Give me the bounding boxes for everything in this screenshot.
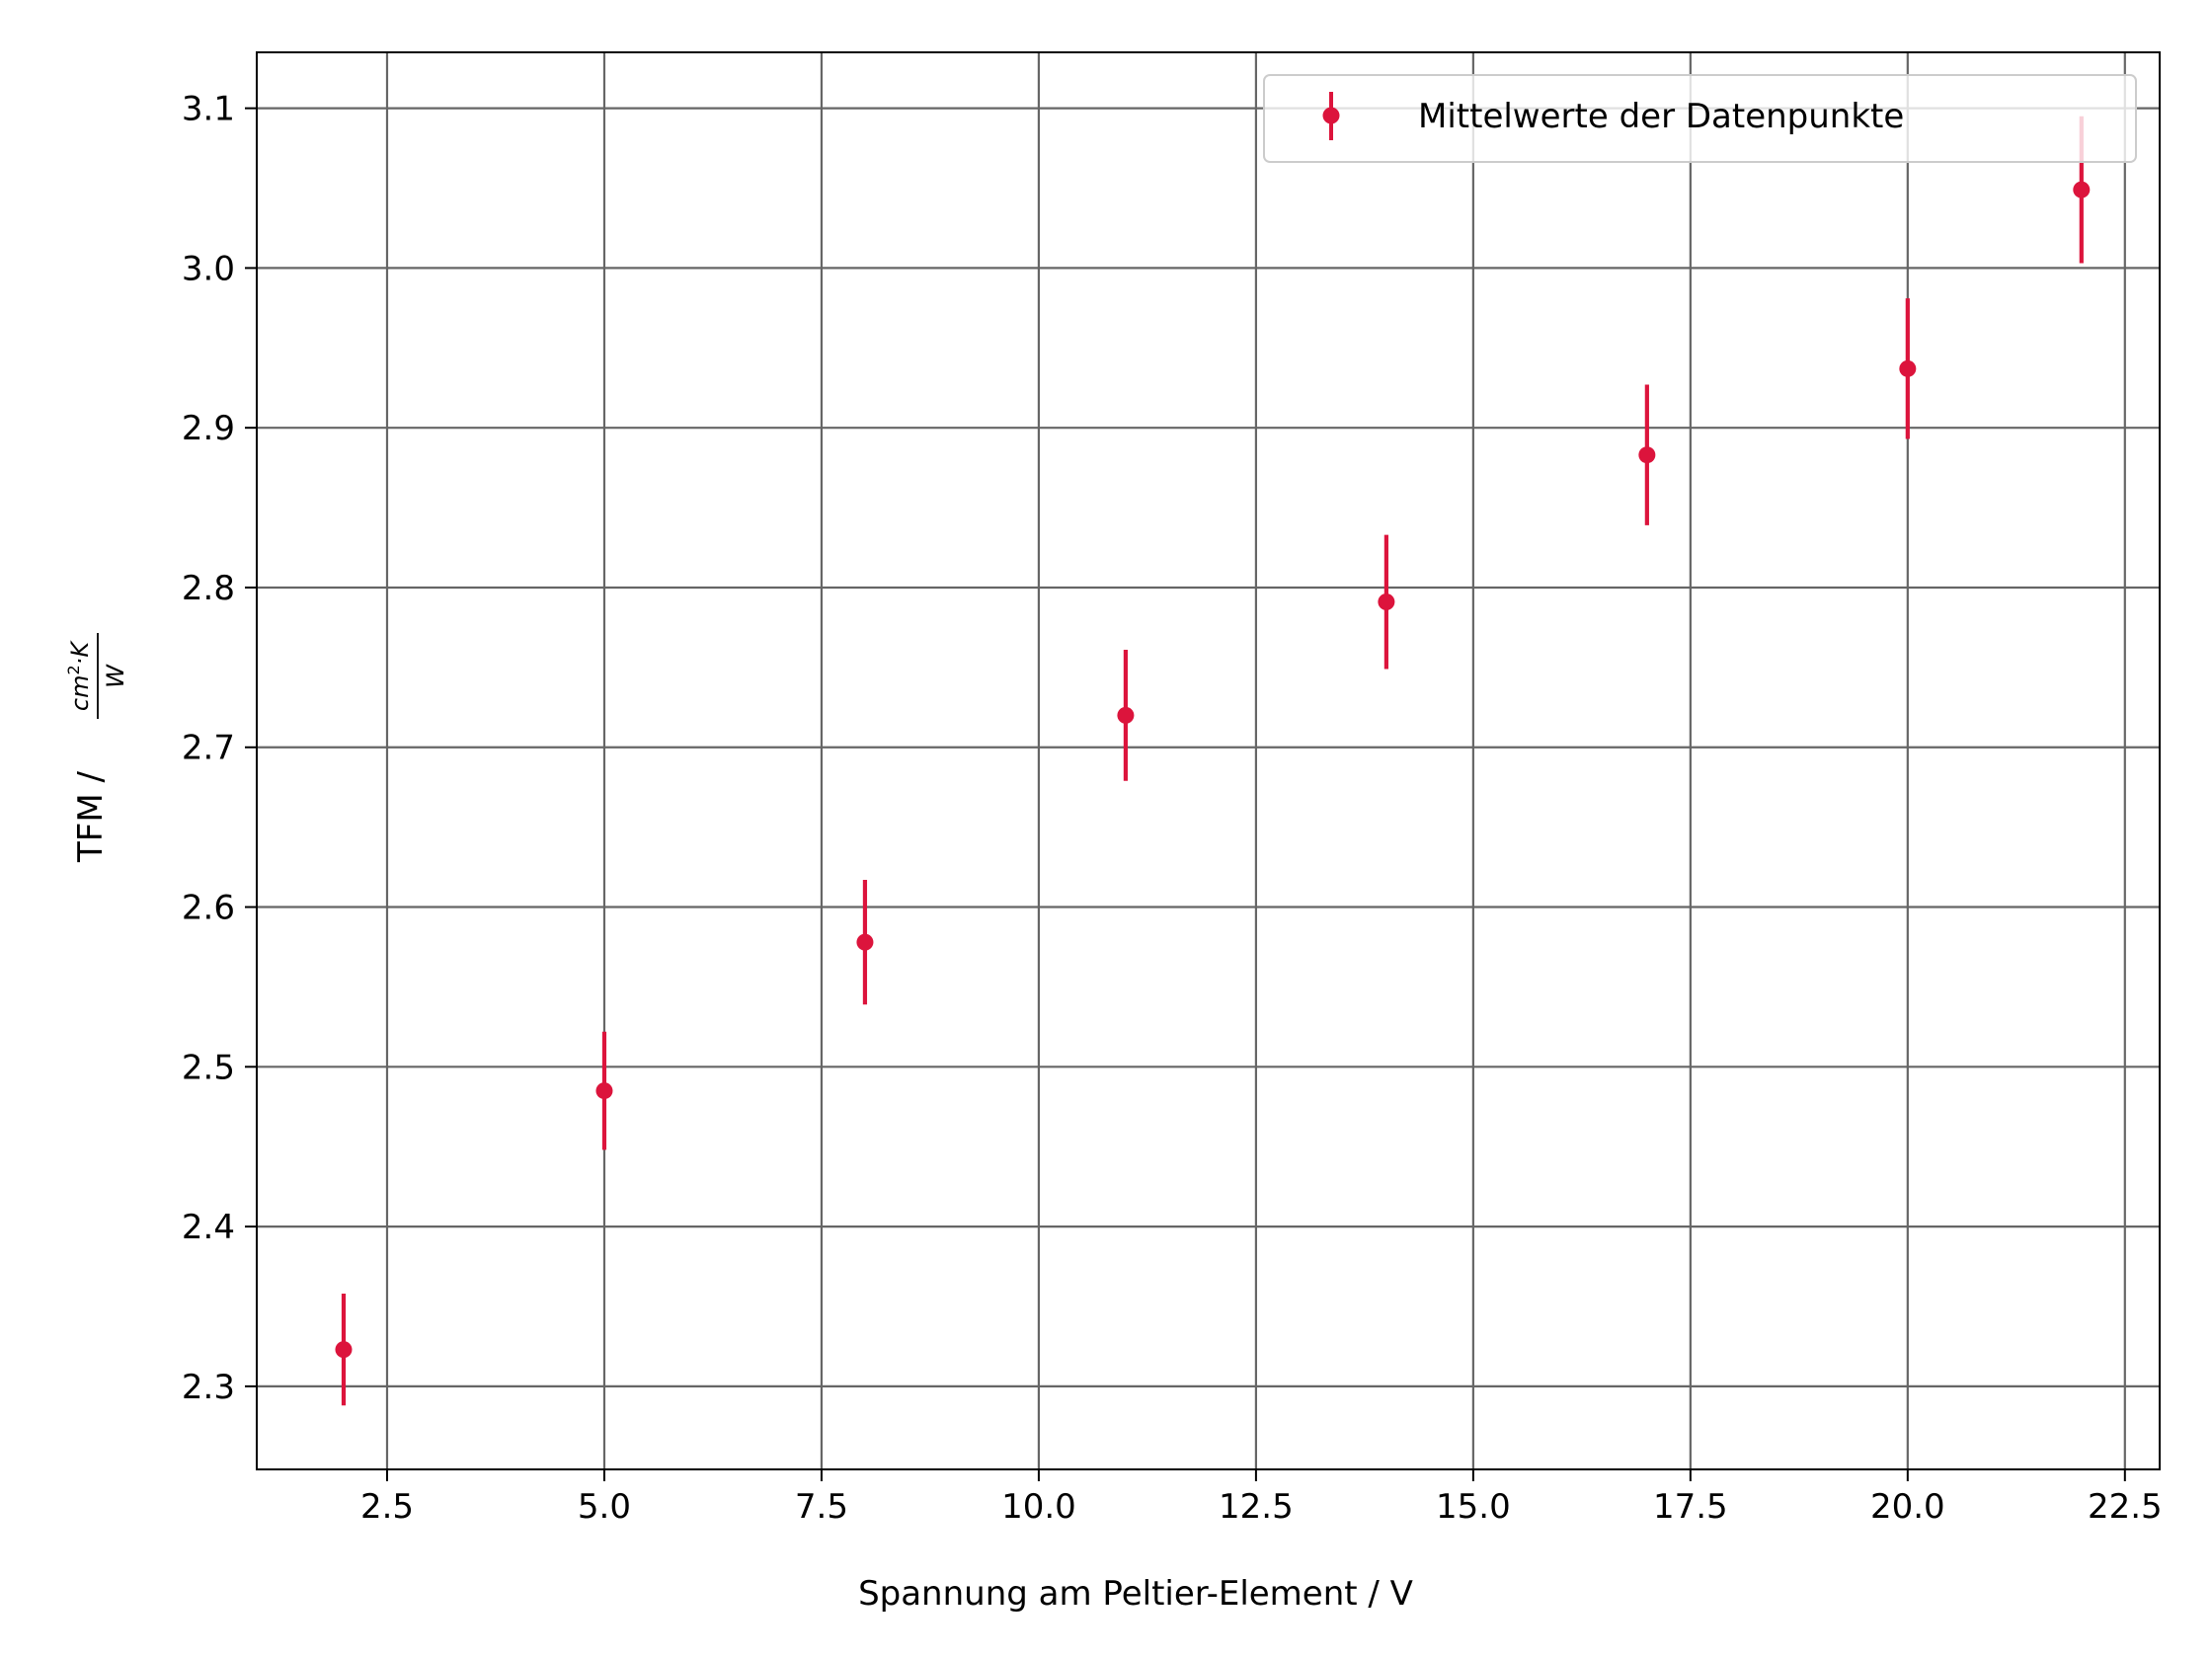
legend-box (1263, 74, 2137, 163)
x-axis-label: Spannung am Peltier-Element / V (858, 1574, 1413, 1614)
grid (257, 52, 2160, 1469)
x-tick-label: 15.0 (1436, 1487, 1511, 1527)
y-tick-label: 2.4 (182, 1208, 235, 1247)
y-tick-label: 3.1 (182, 90, 235, 129)
legend: Mittelwerte der Datenpunkte (1263, 74, 2137, 163)
y-axis-label-denominator: W (102, 664, 129, 688)
legend-label: Mittelwerte der Datenpunkte (1418, 97, 1904, 136)
x-tick-label: 2.5 (360, 1487, 414, 1527)
data-point (335, 1341, 353, 1359)
y-axis-label-prefix: TFM / (71, 771, 111, 863)
x-tick-label: 7.5 (795, 1487, 848, 1527)
y-tick-label: 2.8 (182, 569, 235, 608)
y-axis-label-numerator-base: cm (66, 674, 94, 711)
x-tick-label: 17.5 (1653, 1487, 1728, 1527)
data-point (1378, 593, 1395, 611)
data-point (856, 933, 874, 951)
y-tick-label: 2.9 (182, 409, 235, 448)
y-axis-label-numerator: cm2·K (64, 640, 94, 711)
y-ticks: 2.3 2.4 2.5 2.6 2.7 2.8 2.9 3.0 3.1 (182, 90, 257, 1407)
y-axis-label-numerator-exp: 2 (64, 665, 83, 674)
y-axis-label-numerator-rest: ·K (66, 640, 94, 666)
data-point (1899, 359, 1917, 377)
x-tick-label: 12.5 (1219, 1487, 1294, 1527)
legend-marker-point (1322, 107, 1340, 124)
data-points (335, 181, 2091, 1359)
y-tick-label: 3.0 (182, 249, 235, 288)
x-ticks: 2.5 5.0 7.5 10.0 12.5 15.0 17.5 20.0 22.5 (360, 1469, 2163, 1527)
x-tick-label: 20.0 (1870, 1487, 1945, 1527)
y-tick-label: 2.5 (182, 1048, 235, 1087)
y-tick-label: 2.7 (182, 729, 235, 768)
y-tick-label: 2.3 (182, 1368, 235, 1407)
x-tick-label: 22.5 (2088, 1487, 2163, 1527)
data-point (1117, 706, 1135, 724)
x-tick-label: 5.0 (578, 1487, 631, 1527)
y-axis-label: TFM / cm2·K W (64, 633, 129, 863)
y-tick-label: 2.6 (182, 889, 235, 928)
data-point (2073, 181, 2091, 198)
data-point (1638, 446, 1656, 464)
plot-frame (256, 51, 2161, 1470)
x-tick-label: 10.0 (1001, 1487, 1076, 1527)
data-point (595, 1082, 613, 1100)
